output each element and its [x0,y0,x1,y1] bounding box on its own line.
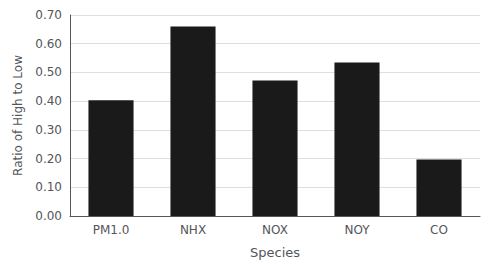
svg-text:NOY: NOY [344,223,370,237]
svg-text:0.70: 0.70 [35,8,62,22]
svg-text:NHX: NHX [180,223,206,237]
svg-text:NOX: NOX [262,223,288,237]
svg-text:Species: Species [250,245,300,260]
svg-text:Ratio of High to Low: Ratio of High to Low [11,55,25,176]
svg-text:0.60: 0.60 [35,37,62,51]
svg-text:CO: CO [430,223,448,237]
svg-text:0.10: 0.10 [35,180,62,194]
svg-text:0.30: 0.30 [35,123,62,137]
svg-text:PM1.0: PM1.0 [93,223,130,237]
svg-text:0.40: 0.40 [35,94,62,108]
svg-text:0.00: 0.00 [35,209,62,223]
svg-text:0.50: 0.50 [35,65,62,79]
svg-text:0.20: 0.20 [35,152,62,166]
